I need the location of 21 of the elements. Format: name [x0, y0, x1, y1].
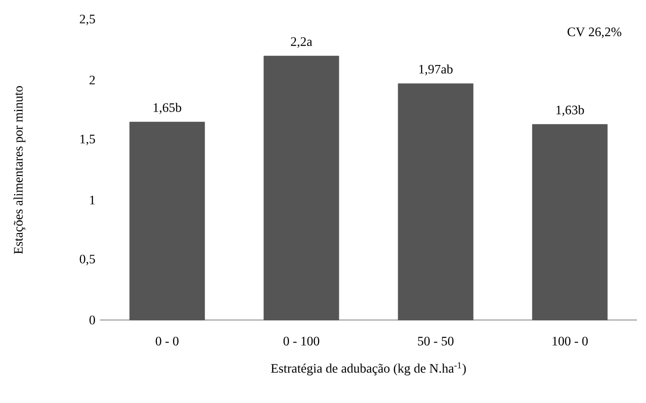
bar — [398, 83, 474, 320]
y-tick-label: 0,5 — [80, 254, 95, 266]
data-label: 1,65b — [154, 102, 182, 114]
data-label: 1,63b — [556, 105, 584, 116]
y-tick-label: 1,5 — [80, 134, 95, 146]
bar — [129, 122, 205, 320]
y-axis-title: Estações alimentares por minuto — [14, 86, 26, 254]
x-tick-label: 0 - 0 — [156, 336, 179, 346]
x-tick-label: 100 - 0 — [552, 336, 588, 346]
x-axis-title: Estratégia de adubação (kg de N.ha$^{-1}$) — [271, 362, 466, 376]
bar — [264, 56, 340, 320]
y-tick-label: 2,5 — [80, 14, 95, 26]
x-tick-label: 0 - 100 — [284, 336, 320, 346]
bar — [532, 124, 608, 320]
x-tick-label: 50 - 50 — [418, 336, 454, 346]
data-label: 1,97ab — [419, 64, 453, 76]
y-tick-label: 2 — [90, 76, 95, 84]
y-tick-label: 1 — [90, 196, 95, 204]
annotation: CV 26,2% — [568, 28, 622, 38]
data-label: 2,2a — [290, 37, 312, 48]
y-tick-label: 0 — [90, 316, 95, 324]
